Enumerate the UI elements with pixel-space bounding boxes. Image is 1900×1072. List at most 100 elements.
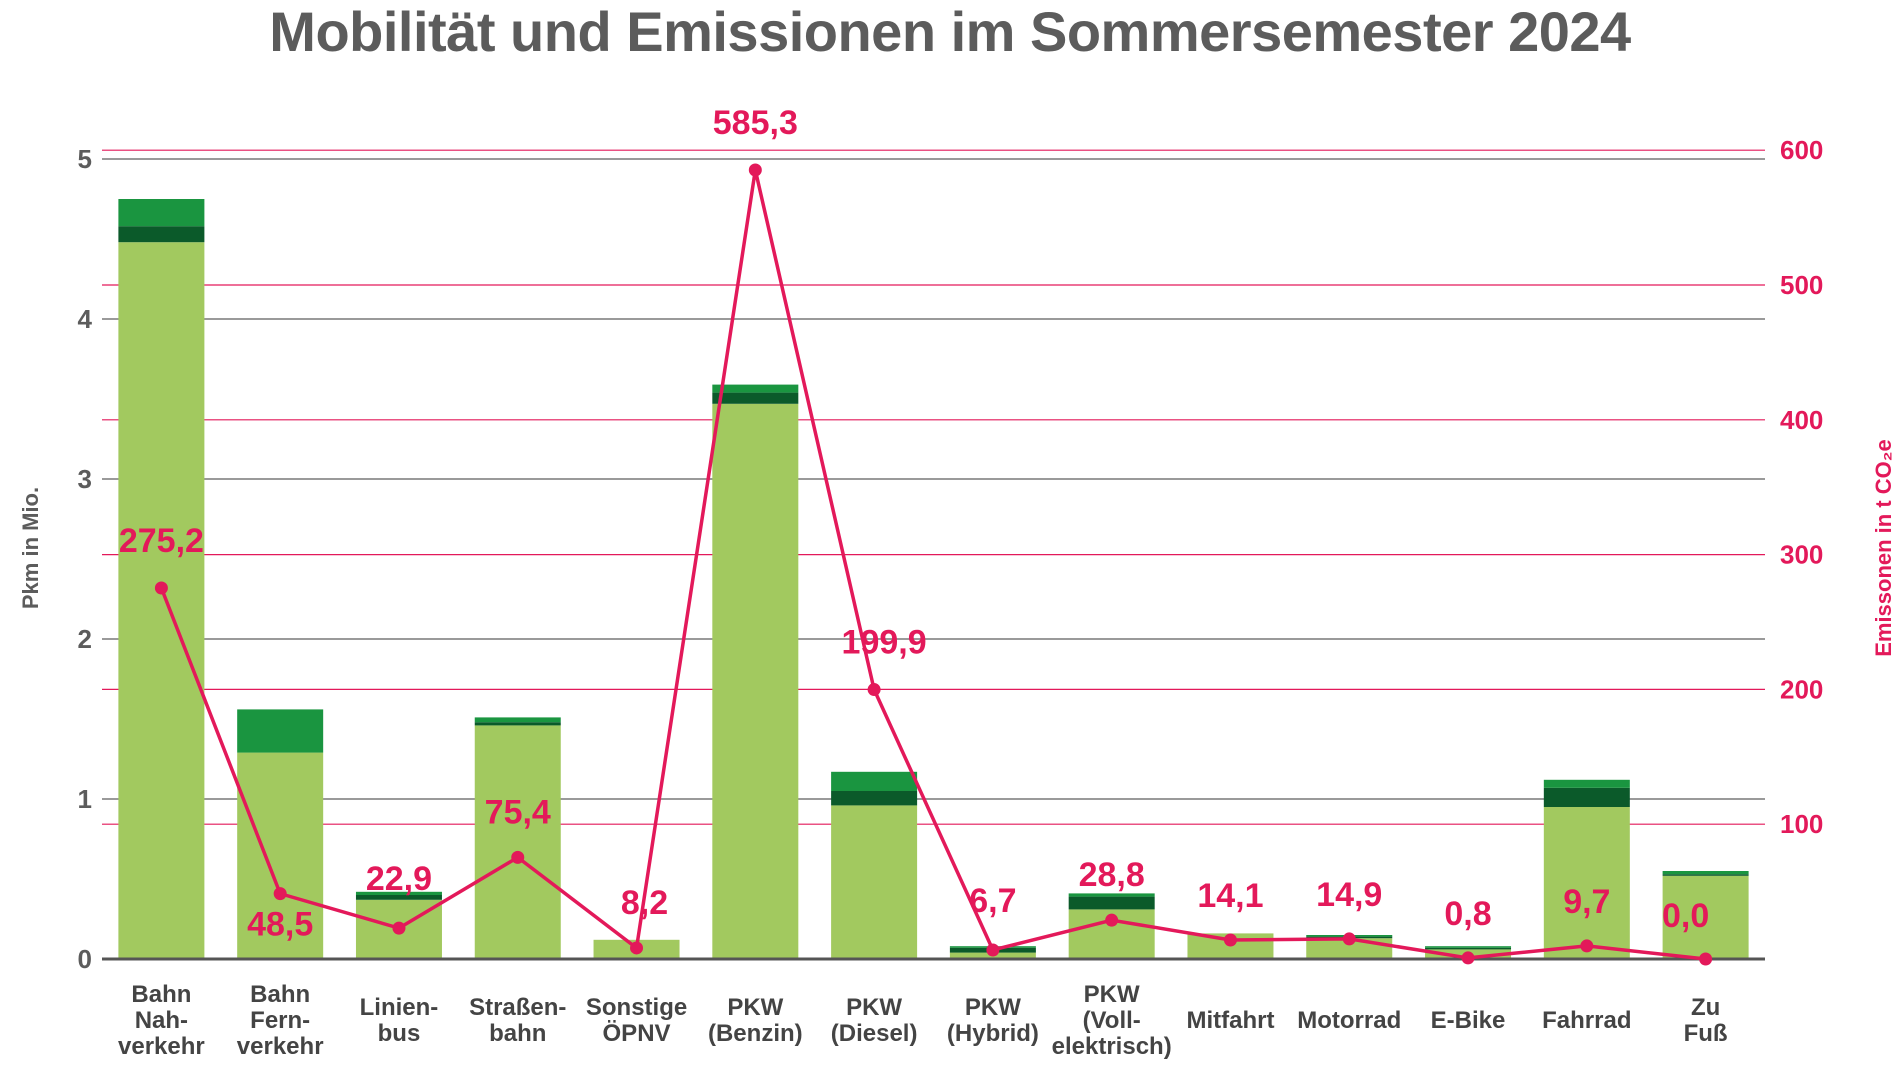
bar-segment-2 (1543, 787, 1630, 807)
category-label: E-Bike (1431, 1007, 1506, 1034)
bar-segment-2 (118, 226, 205, 243)
emissions-value-label: 6,7 (969, 882, 1016, 920)
emissions-value-label: 14,1 (1197, 877, 1263, 915)
emissions-value-label: 0,8 (1444, 895, 1491, 933)
category-label: bahn (489, 1020, 546, 1047)
emissions-value-label: 585,3 (713, 104, 798, 142)
bar-segment-2 (474, 722, 561, 726)
bar-segment-3 (355, 891, 442, 895)
bar-group (118, 199, 1749, 959)
emissions-point (1461, 951, 1475, 965)
y-tick-label-left: 4 (78, 304, 93, 334)
bar-segment-1 (118, 242, 205, 959)
y-tick-label-right: 500 (1780, 270, 1823, 300)
emissions-point (511, 850, 525, 864)
emissions-point (1580, 939, 1594, 953)
emissions-point (392, 921, 406, 935)
bar-segment-3 (1425, 946, 1512, 948)
emissions-point (630, 941, 644, 955)
emissions-value-label: 9,7 (1563, 883, 1610, 921)
right-gridlines (102, 149, 1765, 825)
category-label: Fuß (1684, 1020, 1728, 1047)
emissions-point (867, 683, 881, 697)
emissions-value-label: 8,2 (621, 884, 668, 922)
category-label: Nah- (135, 1007, 188, 1034)
bar-segment-1 (237, 752, 324, 959)
emissions-line-group: 275,2 48,5 22,9 75,4 8,2 585,3 199,9 6,7 28,8 14,… (119, 104, 1713, 966)
bar-segment-3 (1662, 871, 1749, 875)
y-tick-label-left: 0 (78, 944, 92, 974)
emissions-point (1342, 932, 1356, 946)
emissions-line (159, 168, 1706, 961)
bar-segment-3 (118, 199, 205, 227)
y-tick-label-right: 100 (1780, 809, 1823, 839)
chart-title: Mobilität und Emissionen im Sommersemest… (269, 0, 1631, 63)
right-axis-ticks: 100 200 300 400 500 600 (1780, 135, 1823, 839)
bar-segment-2 (1662, 874, 1749, 876)
category-label: Bahn (250, 981, 310, 1008)
category-label: (Hybrid) (947, 1020, 1039, 1047)
category-labels: BahnNah-verkehrBahnFern-verkehrLinien-bu… (118, 981, 1728, 1060)
y-axis-label-left: Pkm in Mio. (18, 487, 43, 609)
category-label: Zu (1691, 994, 1720, 1021)
bar-segment-1 (1662, 875, 1749, 959)
emissions-value-label: 275,2 (119, 522, 204, 560)
bar-segment-3 (474, 717, 561, 723)
category-label: (Benzin) (708, 1020, 803, 1047)
bar-segment-1 (831, 805, 918, 959)
emissions-value-label: 199,9 (842, 624, 927, 662)
category-label: Motorrad (1297, 1007, 1401, 1034)
emissions-point (1105, 913, 1119, 927)
bar-segment-2 (831, 791, 918, 806)
bar-segment-1 (1543, 807, 1630, 959)
category-label: verkehr (118, 1033, 205, 1060)
bar-segment-1 (712, 403, 799, 959)
bar-segment-2 (1425, 947, 1512, 950)
left-axis-ticks: 0 1 2 3 4 5 (78, 144, 93, 974)
y-tick-label-right: 300 (1780, 540, 1823, 570)
bar-segment-1 (474, 725, 561, 959)
category-label: Mitfahrt (1186, 1007, 1274, 1034)
y-tick-label-right: 200 (1780, 674, 1823, 704)
y-tick-label-left: 5 (78, 144, 92, 174)
emissions-value-label: 22,9 (366, 860, 432, 898)
bar-segment-3 (237, 709, 324, 753)
emissions-point (273, 887, 287, 901)
category-label: (Voll- (1083, 1007, 1141, 1034)
bar-segment-3 (831, 771, 918, 791)
bar-segment-3 (712, 384, 799, 393)
category-label: PKW (846, 994, 902, 1021)
y-tick-label-left: 3 (78, 464, 92, 494)
category-label: Bahn (131, 981, 191, 1008)
y-tick-label-left: 2 (78, 624, 92, 654)
bar-segment-3 (1068, 893, 1155, 897)
emissions-value-label: 75,4 (485, 793, 551, 831)
emissions-point (1699, 952, 1713, 966)
category-label: elektrisch) (1052, 1033, 1172, 1060)
y-tick-label-left: 1 (78, 784, 92, 814)
emissions-value-label: 28,8 (1079, 856, 1145, 894)
y-axis-label-right: Emissonen in t CO₂e (1871, 439, 1896, 657)
emissions-point (154, 581, 168, 595)
category-label: Fern- (250, 1007, 310, 1034)
y-tick-label-right: 400 (1780, 405, 1823, 435)
category-label: PKW (965, 994, 1021, 1021)
category-label: PKW (1084, 981, 1140, 1008)
category-label: Sonstige (586, 994, 687, 1021)
emissions-point (748, 163, 762, 177)
category-label: ÖPNV (603, 1020, 671, 1047)
y-tick-label-right: 600 (1780, 135, 1823, 165)
emissions-value-label: 14,9 (1316, 876, 1382, 914)
category-label: Linien- (360, 994, 439, 1021)
bar-segment-2 (1068, 896, 1155, 910)
emissions-point (986, 943, 1000, 957)
category-label: Straßen- (469, 994, 566, 1021)
category-label: verkehr (237, 1033, 324, 1060)
emissions-value-label: 48,5 (247, 906, 313, 944)
category-label: bus (378, 1020, 421, 1047)
emissions-point (1223, 933, 1237, 947)
left-gridlines (102, 158, 1765, 800)
category-label: PKW (727, 994, 783, 1021)
emissions-value-label: 0,0 (1662, 897, 1709, 935)
